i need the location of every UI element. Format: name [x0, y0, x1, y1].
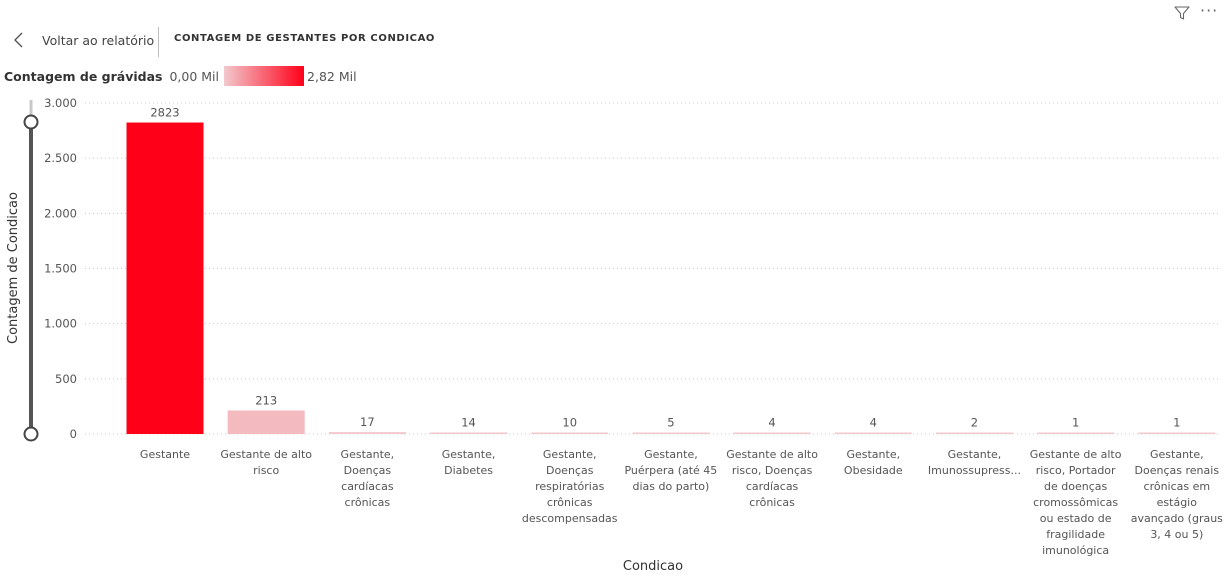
filter-icon[interactable] [1173, 4, 1191, 22]
data-label: 5 [667, 416, 674, 430]
chevron-left-icon [14, 32, 23, 48]
bar[interactable] [1138, 432, 1216, 435]
data-label: 17 [360, 415, 375, 429]
data-label: 10 [562, 416, 577, 430]
y-tick-label: 1.500 [44, 262, 77, 276]
gridlines [85, 102, 1220, 435]
y-tick-label: 500 [55, 372, 77, 386]
bar[interactable] [126, 122, 204, 435]
y-tick-label: 2.000 [44, 206, 77, 220]
data-label: 14 [461, 415, 476, 429]
legend-gradient [224, 66, 305, 86]
y-tick-label: 2.500 [44, 151, 77, 165]
y-axis-title: Contagem de Condicao [6, 192, 21, 344]
x-tick-label: Gestante de alto risco, Portador de doença… [1030, 448, 1122, 557]
bar[interactable] [935, 432, 1013, 435]
slider-handle-bottom[interactable] [23, 426, 39, 442]
zoom-slider[interactable] [23, 100, 39, 442]
slider-handle-top[interactable] [23, 114, 39, 130]
bar[interactable] [834, 432, 912, 435]
back-to-report-button[interactable]: Voltar ao relatório [12, 28, 154, 52]
x-tick-label: Gestante [140, 448, 190, 461]
x-tick-label: Gestante, Puérpera (até 45 dias do parto) [624, 448, 717, 493]
data-label: 213 [255, 393, 277, 407]
data-label: 1 [1072, 416, 1079, 430]
x-tick-label: Gestante de alto risco [220, 448, 312, 477]
data-label: 2 [971, 416, 978, 430]
bar[interactable] [531, 432, 609, 435]
bar[interactable] [632, 432, 710, 435]
y-axis: 0 500 1.000 1.500 2.000 2.500 3.000 [44, 96, 77, 441]
data-label: 2823 [150, 106, 179, 120]
x-tick-label: Gestante, Diabetes [442, 448, 496, 477]
color-legend: Contagem de grávidas 0,00 Mil 2,82 Mil [4, 66, 357, 86]
more-options-icon[interactable]: ··· [1200, 1, 1219, 20]
back-button-label: Voltar ao relatório [42, 32, 155, 48]
bar[interactable] [1037, 432, 1115, 435]
x-tick-label: Gestante de alto risco, Doenças cardíacas c… [726, 448, 818, 509]
bar[interactable] [733, 432, 811, 435]
bars [126, 122, 1216, 435]
data-labels: 2823 213 17 14 10 5 4 4 2 1 1 [150, 106, 1180, 430]
x-tick-label: Gestante, Obesidade [844, 448, 903, 477]
visual-title: CONTAGEM DE GESTANTES POR CONDICAO [174, 33, 436, 44]
y-tick-label: 3.000 [44, 96, 77, 110]
bar[interactable] [328, 432, 406, 434]
y-tick-label: 1.000 [44, 317, 77, 331]
x-tick-label: Gestante, Doenças cardíacas crônicas [341, 448, 395, 509]
y-tick-label: 0 [70, 427, 77, 441]
x-tick-label: Gestante, Doenças respiratórias crônicas des… [522, 448, 618, 525]
data-label: 4 [870, 416, 877, 430]
legend-min-label: 0,00 Mil [169, 68, 220, 84]
legend-title: Contagem de grávidas [4, 68, 163, 84]
data-label: 1 [1173, 416, 1180, 430]
x-axis-labels: Gestante Gestante de alto risco Gestante, Do… [140, 448, 1223, 557]
data-label: 4 [768, 416, 775, 430]
x-tick-label: Gestante, Imunossupress... [928, 448, 1021, 477]
bar[interactable] [430, 432, 508, 434]
bar[interactable] [227, 410, 305, 434]
report-header: Voltar ao relatório CONTAGEM DE GESTANTE… [0, 0, 1225, 60]
x-axis-title: Condicao [623, 559, 683, 574]
x-tick-label: Gestante, Doenças renais crônicas em estági… [1131, 448, 1223, 541]
header-divider [158, 27, 159, 57]
legend-max-label: 2,82 Mil [307, 68, 357, 84]
